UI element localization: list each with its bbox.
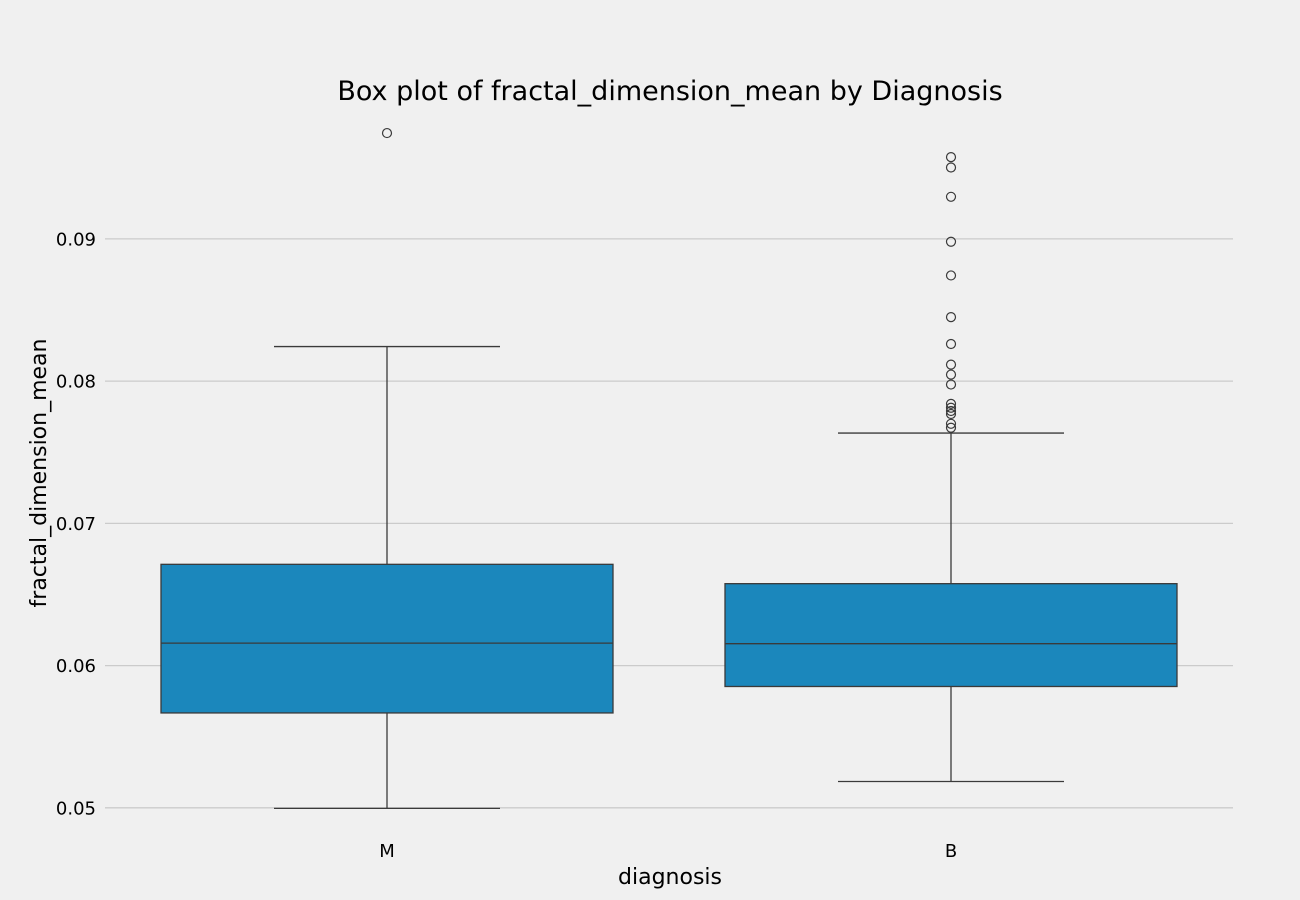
y-tick-label: 0.05 xyxy=(56,798,96,819)
outlier-point xyxy=(945,312,957,323)
outlier-point xyxy=(945,369,957,380)
y-tick-label: 0.07 xyxy=(56,514,96,535)
outlier-point xyxy=(945,236,957,247)
outlier-point xyxy=(381,127,393,139)
box-M xyxy=(160,127,614,810)
outlier-point xyxy=(945,191,957,202)
x-axis-label: diagnosis xyxy=(618,865,722,890)
box-B xyxy=(724,152,1178,783)
outlier-point xyxy=(945,162,957,173)
outlier-point xyxy=(945,422,957,433)
outlier-point xyxy=(945,398,957,409)
outlier-point xyxy=(945,338,957,350)
boxes xyxy=(160,127,1178,810)
y-tick-label: 0.09 xyxy=(56,229,96,250)
outlier-point xyxy=(945,270,957,281)
x-tick-label: M xyxy=(379,841,395,862)
y-tick-label: 0.08 xyxy=(56,372,96,393)
tick-labels: 0.05 0.06 0.07 0.08 0.09 M B xyxy=(56,229,957,862)
outlier-point xyxy=(945,379,957,390)
outlier-point xyxy=(945,405,957,417)
iqr-box xyxy=(160,563,614,714)
x-tick-label: B xyxy=(945,841,957,862)
outlier-point xyxy=(945,408,957,420)
iqr-box xyxy=(724,583,1178,688)
outlier-point xyxy=(945,152,957,163)
outlier-point xyxy=(945,402,957,413)
y-axis-label: fractal_dimension_mean xyxy=(27,339,52,608)
chart-title: Box plot of fractal_dimension_mean by Di… xyxy=(337,76,1002,107)
outlier-point xyxy=(945,418,957,429)
outlier-point xyxy=(945,359,957,370)
y-tick-label: 0.06 xyxy=(56,656,96,677)
